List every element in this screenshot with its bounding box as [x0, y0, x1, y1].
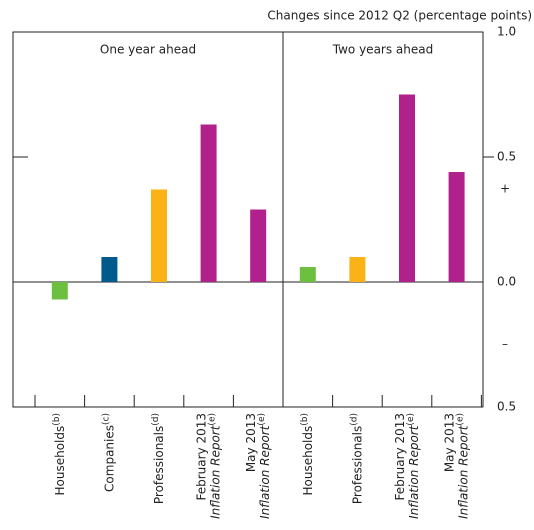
category-note: (d) — [151, 413, 161, 426]
category-text: February 2013 — [194, 413, 208, 501]
y-tick-label: 0.5 — [497, 150, 516, 164]
x-tick-label: Inflation Report(e) — [406, 413, 421, 519]
x-tick-label: Professionals(d) — [349, 413, 364, 504]
panel-title: One year ahead — [100, 43, 196, 57]
category-text: May 2013 — [244, 413, 258, 472]
category-text: Households — [300, 426, 314, 496]
x-tick-label: Households(b) — [299, 413, 314, 496]
x-tick-label: Inflation Report(e) — [257, 413, 272, 519]
category-note: (d) — [349, 413, 359, 426]
bar — [250, 209, 267, 282]
bar — [399, 94, 415, 282]
category-note: (b) — [299, 413, 309, 426]
x-tick-label: February 2013 — [393, 413, 407, 501]
category-note: (e) — [257, 413, 267, 426]
category-text: February 2013 — [393, 413, 407, 501]
chart-title: Changes since 2012 Q2 (percentage points… — [267, 9, 532, 23]
y-tick-label: 0.5 — [497, 400, 516, 414]
x-tick-label: Inflation Report(e) — [455, 413, 470, 519]
bar — [101, 257, 118, 282]
category-italic: Inflation Report — [208, 424, 222, 519]
plot-frame — [12, 31, 484, 408]
y-tick-label: 1.0 — [497, 25, 516, 39]
category-note: (b) — [51, 413, 61, 426]
category-text: Companies — [102, 425, 116, 492]
category-text: Households — [52, 426, 66, 496]
bar — [349, 257, 366, 282]
bar — [151, 189, 167, 282]
x-tick-label: Inflation Report(e) — [207, 413, 222, 519]
category-text: Professionals — [152, 426, 166, 504]
category-note: (e) — [455, 413, 465, 426]
category-note: (e) — [406, 413, 416, 426]
sign-label: – — [502, 337, 508, 351]
panel-title: Two years ahead — [332, 43, 433, 57]
x-tick-label: February 2013 — [194, 413, 208, 501]
y-tick-label: 0.0 — [497, 275, 516, 289]
bar — [200, 124, 217, 282]
category-note: (e) — [207, 413, 217, 426]
x-tick-label: Companies(c) — [101, 413, 116, 492]
bar — [51, 282, 68, 300]
bar — [448, 172, 465, 282]
bar — [299, 267, 316, 282]
category-text: Professionals — [350, 426, 364, 504]
x-tick-label: Professionals(d) — [151, 413, 166, 504]
sign-label: + — [500, 182, 510, 196]
category-italic: Inflation Report — [258, 424, 272, 519]
category-italic: Inflation Report — [407, 424, 421, 519]
category-italic: Inflation Report — [456, 424, 470, 519]
category-text: May 2013 — [442, 413, 456, 472]
x-tick-label: May 2013 — [244, 413, 258, 472]
x-tick-label: May 2013 — [442, 413, 456, 472]
category-note: (c) — [101, 413, 111, 425]
x-tick-label: Households(b) — [51, 413, 66, 496]
